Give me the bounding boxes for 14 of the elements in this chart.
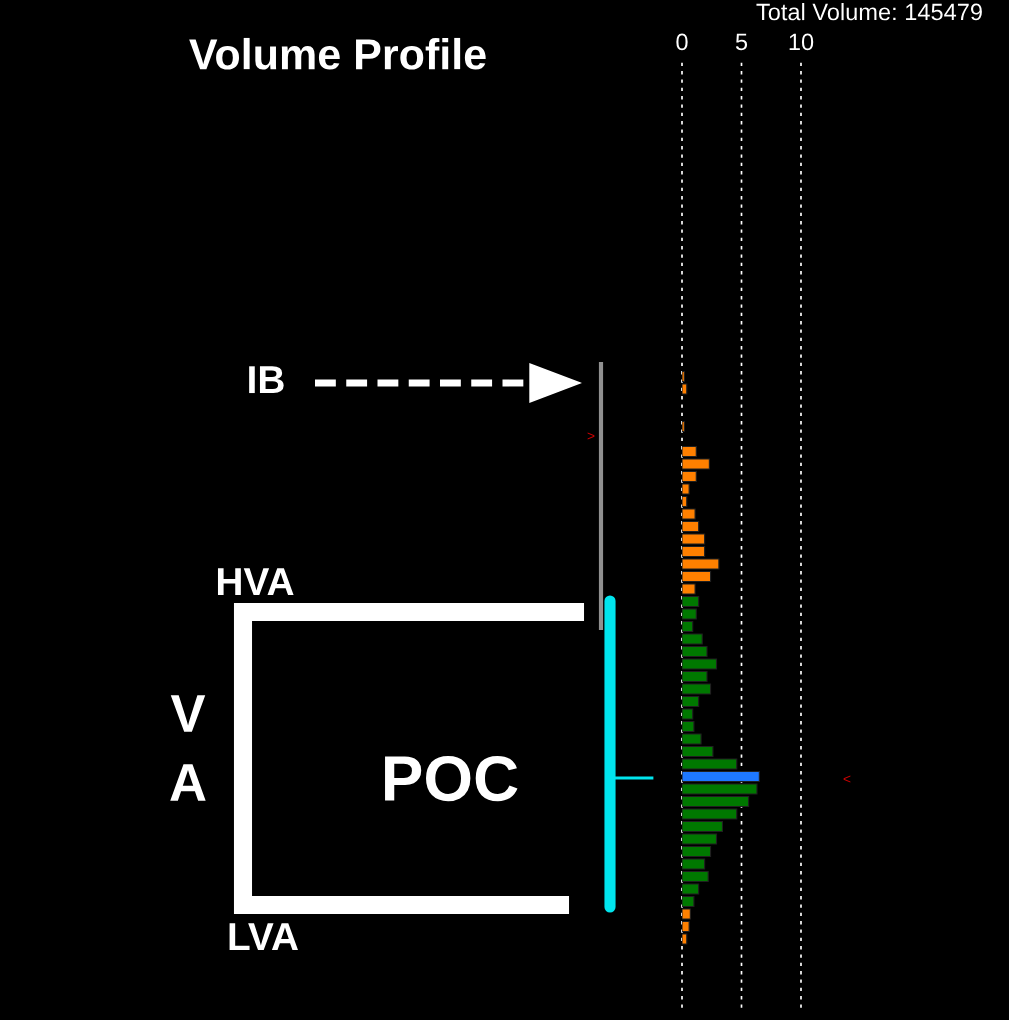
text: POC xyxy=(385,755,518,802)
x-tick-label: 0 xyxy=(676,33,688,51)
text: Total Volume: 145479 xyxy=(756,3,982,21)
text: HVA xyxy=(217,568,294,596)
x-tick-label: 5 xyxy=(735,33,748,51)
bar xyxy=(682,420,685,433)
text: V xyxy=(170,695,206,732)
text: Volume Profile xyxy=(189,37,486,70)
text: < xyxy=(843,775,851,783)
text: LVA xyxy=(229,923,298,951)
text: IB xyxy=(249,366,284,394)
text: > xyxy=(587,432,595,440)
text: A xyxy=(170,764,206,801)
x-tick-label: 10 xyxy=(789,33,814,51)
